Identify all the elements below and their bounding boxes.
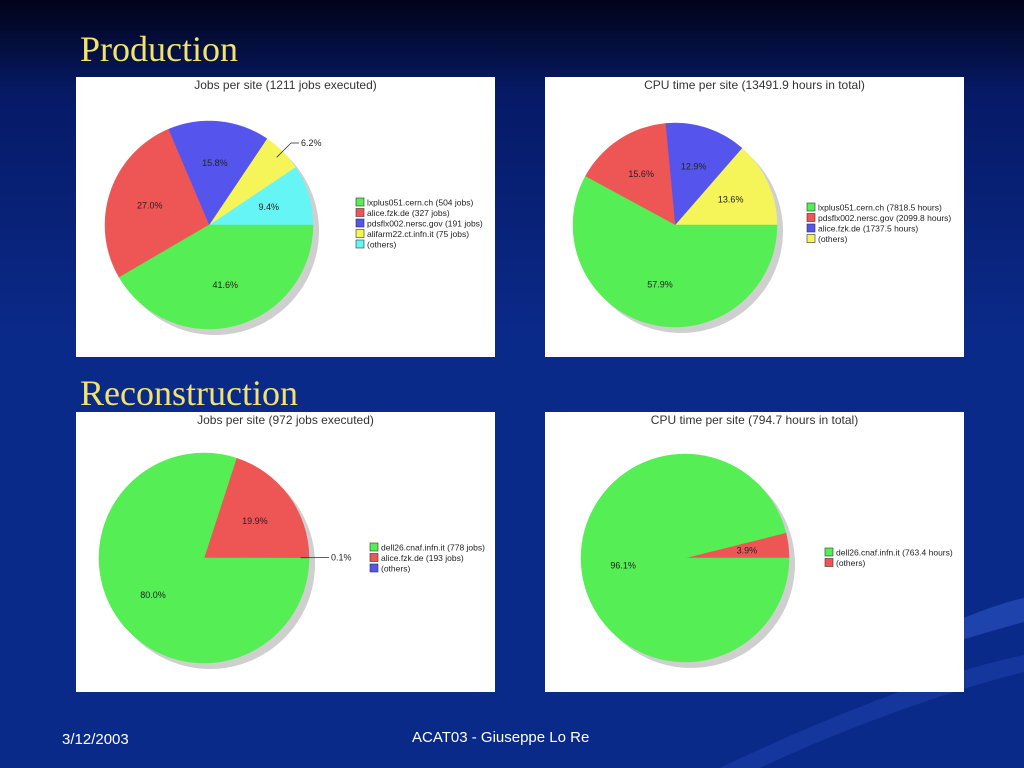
pie-chart-production-cpu: CPU time per site (13491.9 hours in tota… bbox=[572, 78, 951, 333]
leader-line bbox=[276, 142, 292, 158]
legend-swatch bbox=[355, 208, 365, 217]
chart-panel-production-jobs: Jobs per site (1211 jobs executed) 41.6% 2… bbox=[76, 77, 495, 357]
legend-swatch bbox=[355, 239, 365, 249]
chart-title: Jobs per site (972 jobs executed) bbox=[197, 413, 374, 427]
legend-swatch bbox=[369, 553, 379, 562]
legend-swatch bbox=[355, 197, 365, 207]
section-title-reconstruction: Reconstruction bbox=[80, 373, 298, 413]
pie-slice bbox=[580, 453, 790, 663]
slice-value-label: 6.2% bbox=[301, 138, 322, 148]
legend-swatch bbox=[806, 223, 816, 233]
chart-title: Jobs per site (1211 jobs executed) bbox=[194, 78, 377, 92]
pie-slice bbox=[104, 128, 210, 278]
pie-slice bbox=[674, 147, 778, 226]
chart-panel-reconstruction-cpu: CPU time per site (794.7 hours in total)… bbox=[545, 412, 964, 692]
pie-slice bbox=[118, 224, 314, 330]
chart-panel-reconstruction-jobs: Jobs per site (972 jobs executed) 80.0% 19… bbox=[76, 412, 495, 692]
slice-value-label: 41.6% bbox=[213, 280, 239, 290]
slice-value-label: 15.8% bbox=[202, 158, 228, 168]
chart-title: CPU time per site (794.7 hours in total) bbox=[651, 413, 858, 427]
legend-label: lxplus051.cern.ch (7818.5 hours) bbox=[818, 203, 942, 213]
pie-slice bbox=[203, 457, 310, 559]
legend-swatch bbox=[369, 542, 379, 552]
section-title-production: Production bbox=[80, 29, 238, 69]
legend-swatch bbox=[355, 229, 365, 238]
pie-chart-reconstruction-jobs: Jobs per site (972 jobs executed) 80.0% 19… bbox=[98, 413, 485, 669]
footer-title: ACAT03 - Giuseppe Lo Re bbox=[412, 729, 590, 746]
chart-panel-production-cpu: CPU time per site (13491.9 hours in tota… bbox=[545, 77, 964, 357]
legend-swatch bbox=[806, 213, 816, 222]
legend-swatch bbox=[806, 202, 816, 212]
legend-label: (others) bbox=[381, 564, 410, 574]
slice-value-label: 13.6% bbox=[718, 195, 744, 205]
legend-label: alice.fzk.de (193 jobs) bbox=[381, 553, 464, 563]
pie-slice bbox=[98, 452, 310, 664]
legend-label: alifarm22.ct.infn.it (75 jobs) bbox=[367, 229, 469, 239]
legend-swatch bbox=[806, 234, 816, 243]
legend-swatch bbox=[824, 558, 834, 567]
slice-value-label: 19.9% bbox=[242, 516, 268, 526]
legend-label: alice.fzk.de (327 jobs) bbox=[367, 208, 450, 218]
slice-value-label: 57.9% bbox=[647, 279, 673, 289]
slice-value-label: 0.1% bbox=[331, 553, 352, 563]
legend-swatch bbox=[355, 218, 365, 228]
pie-slice bbox=[167, 120, 268, 226]
legend-label: pdsflx002.nersc.gov (2099.8 hours) bbox=[818, 213, 951, 223]
legend-swatch bbox=[369, 563, 379, 573]
slice-value-label: 96.1% bbox=[610, 561, 636, 571]
pie-slice bbox=[665, 122, 743, 226]
legend-label: pdsflx002.nersc.gov (191 jobs) bbox=[367, 219, 483, 229]
pie-slice bbox=[584, 123, 676, 226]
slice-value-label: 3.9% bbox=[737, 545, 758, 555]
legend-label: (others) bbox=[836, 558, 865, 568]
slice-value-label: 80.0% bbox=[140, 590, 166, 600]
legend-label: dell26.cnaf.infn.it (763.4 hours) bbox=[836, 548, 953, 558]
pie-slice bbox=[572, 176, 778, 328]
slice-value-label: 12.9% bbox=[681, 162, 707, 172]
slice-value-label: 15.6% bbox=[628, 169, 654, 179]
legend-label: (others) bbox=[367, 240, 396, 250]
legend-label: (others) bbox=[818, 234, 847, 244]
slice-value-label: 27.0% bbox=[137, 200, 163, 210]
pie-chart-reconstruction-cpu: CPU time per site (794.7 hours in total)… bbox=[580, 413, 953, 668]
chart-title: CPU time per site (13491.9 hours in tota… bbox=[644, 78, 865, 92]
legend-label: dell26.cnaf.infn.it (778 jobs) bbox=[381, 543, 485, 553]
legend-swatch bbox=[824, 547, 834, 557]
slice-value-label: 9.4% bbox=[258, 202, 279, 212]
pie-chart-production-jobs: Jobs per site (1211 jobs executed) 41.6% 2… bbox=[104, 78, 483, 335]
footer-date: 3/12/2003 bbox=[62, 731, 129, 748]
legend-label: alice.fzk.de (1737.5 hours) bbox=[818, 224, 918, 234]
legend-label: lxplus051.cern.ch (504 jobs) bbox=[367, 198, 473, 208]
